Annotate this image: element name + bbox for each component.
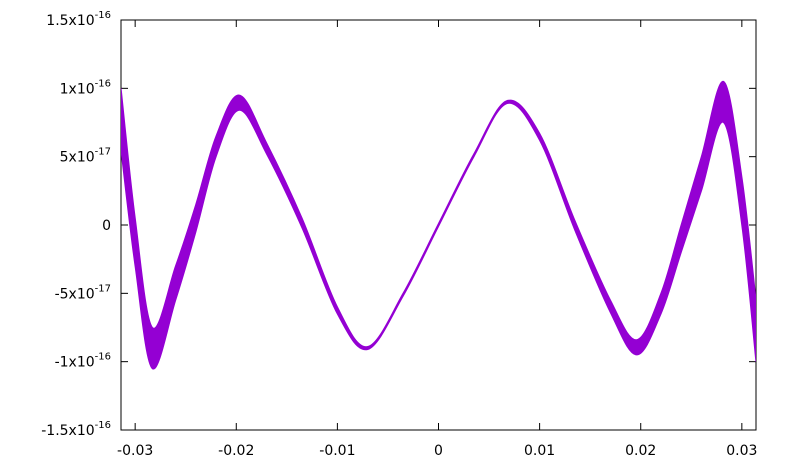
y-tick-label-base: 1.5x10 <box>46 13 94 29</box>
x-tick-label: -0.01 <box>319 443 355 459</box>
y-tick-label: 1.5x10-16 <box>46 10 111 29</box>
y-tick-label-base: -5x10 <box>55 286 95 302</box>
y-tick-label: 1x10-16 <box>60 78 111 97</box>
x-tick-label: -0.03 <box>117 443 153 459</box>
lower-line <box>121 102 756 370</box>
band-group <box>121 80 756 370</box>
y-tick-label-exponent: -16 <box>95 10 111 21</box>
y-tick-label-exponent: -17 <box>95 147 111 158</box>
x-tick-label: 0 <box>434 443 443 459</box>
y-tick-label-exponent: -16 <box>95 352 111 363</box>
y-tick-label: -1.5x10-16 <box>41 420 111 439</box>
y-tick-label-base: -1x10 <box>55 355 95 371</box>
y-tick-label-exponent: -16 <box>95 420 111 431</box>
x-tick-label: 0.02 <box>625 443 656 459</box>
y-tick-label: -1x10-16 <box>55 352 111 371</box>
x-tick-label: -0.02 <box>218 443 254 459</box>
y-tick-label-exponent: -16 <box>95 78 111 89</box>
y-tick-label-base: -1.5x10 <box>41 423 94 439</box>
y-tick-label-exponent: -17 <box>95 283 111 294</box>
upper-line <box>121 80 756 348</box>
y-tick-label-base: 1x10 <box>60 81 95 97</box>
x-tick-label: 0.03 <box>726 443 757 459</box>
y-tick-label: 5x10-17 <box>60 147 111 166</box>
y-tick-label: 0 <box>102 218 111 234</box>
y-tick-label: -5x10-17 <box>55 283 111 302</box>
y-tick-label-base: 5x10 <box>60 150 95 166</box>
x-tick-label: 0.01 <box>524 443 555 459</box>
